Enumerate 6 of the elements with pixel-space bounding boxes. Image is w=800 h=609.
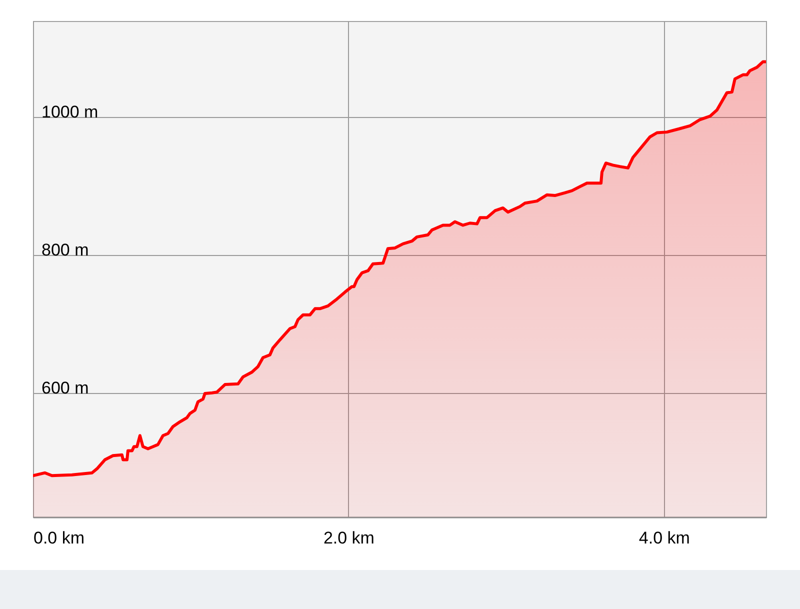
x-tick-label: 4.0 km [638, 528, 690, 548]
x-tick-label: 2.0 km [323, 528, 374, 548]
y-tick-label: 800 m [42, 240, 89, 260]
x-tick-label: 0.0 km [34, 528, 85, 548]
y-tick-label: 1000 m [42, 102, 98, 122]
y-tick-label: 600 m [42, 378, 89, 398]
